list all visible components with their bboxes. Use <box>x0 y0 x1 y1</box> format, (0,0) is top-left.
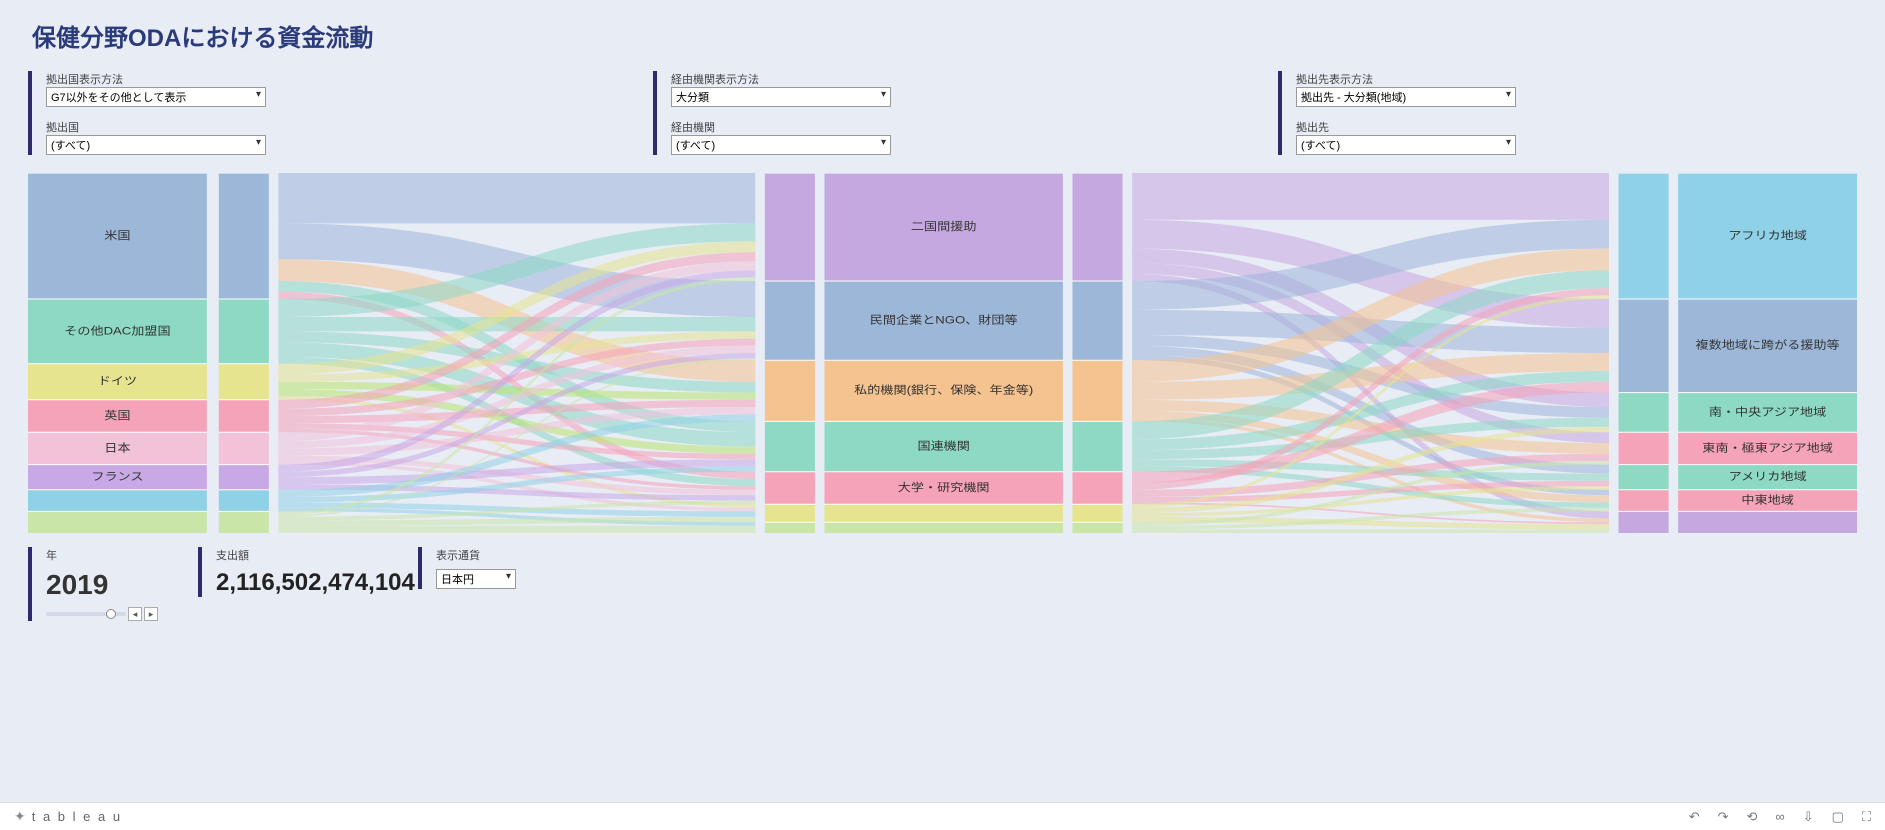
amount-block: 支出額 2,116,502,474,104 <box>198 547 418 597</box>
currency-label: 表示通貨 <box>436 547 618 563</box>
channel-select[interactable]: (すべて) <box>671 135 891 155</box>
channel-display-label: 経由機関表示方法 <box>671 71 1278 87</box>
reset-icon[interactable]: ⟲ <box>1747 809 1758 825</box>
footer-icons: ↶ ↷ ⟲ ∞ ⇩ ▢ ⛶ <box>1689 809 1871 825</box>
filter-group-source: 拠出国表示方法 G7以外をその他として表示 拠出国 (すべて) <box>28 71 653 155</box>
fullscreen-icon[interactable]: ⛶ <box>1862 809 1871 825</box>
svg-text:英国: 英国 <box>104 409 130 422</box>
tableau-logo-text: t a b l e a u <box>32 809 122 824</box>
svg-text:米国: 米国 <box>104 229 130 242</box>
source-country-label: 拠出国 <box>46 119 653 135</box>
currency-block: 表示通貨 日本円 <box>418 547 618 589</box>
amount-label: 支出額 <box>216 547 418 563</box>
tableau-logo-icon: ✦ <box>14 808 28 825</box>
svg-text:フランス: フランス <box>91 470 143 483</box>
sankey-chart[interactable]: 米国その他DAC加盟国ドイツ英国日本フランス 二国間援助民間企業とNGO、財団等私… <box>28 173 1857 533</box>
channel-display-select[interactable]: 大分類 <box>671 87 891 107</box>
svg-text:その他DAC加盟国: その他DAC加盟国 <box>64 324 170 337</box>
share-icon[interactable]: ∞ <box>1775 809 1784 825</box>
slider-prev-button[interactable]: ◂ <box>128 607 142 621</box>
channel-label: 経由機関 <box>671 119 1278 135</box>
redo-icon[interactable]: ↷ <box>1718 809 1729 825</box>
comment-icon[interactable]: ▢ <box>1832 809 1844 825</box>
bottom-row: 年 2019 ◂ ▸ 支出額 2,116,502,474,104 表示通貨 日本… <box>0 533 1885 621</box>
filters-row: 拠出国表示方法 G7以外をその他として表示 拠出国 (すべて) 経由機関表示方法… <box>0 53 1885 167</box>
year-value: 2019 <box>46 569 198 601</box>
dest-display-label: 拠出先表示方法 <box>1296 71 1838 87</box>
year-slider[interactable]: ◂ ▸ <box>46 607 198 621</box>
filter-group-dest: 拠出先表示方法 拠出先 - 大分類(地域) 拠出先 (すべて) <box>1278 71 1838 155</box>
undo-icon[interactable]: ↶ <box>1689 809 1700 825</box>
svg-text:アメリカ地域: アメリカ地域 <box>1729 470 1807 483</box>
svg-text:複数地域に跨がる援助等: 複数地域に跨がる援助等 <box>1695 338 1839 352</box>
year-label: 年 <box>46 547 198 563</box>
slider-thumb[interactable] <box>106 609 116 619</box>
source-country-select[interactable]: (すべて) <box>46 135 266 155</box>
svg-text:南・中央アジア地域: 南・中央アジア地域 <box>1709 404 1826 418</box>
year-block: 年 2019 ◂ ▸ <box>28 547 198 621</box>
currency-select[interactable]: 日本円 <box>436 569 516 589</box>
svg-text:東南・極東アジア地域: 東南・極東アジア地域 <box>1702 440 1833 454</box>
filter-group-channel: 経由機関表示方法 大分類 経由機関 (すべて) <box>653 71 1278 155</box>
dest-select[interactable]: (すべて) <box>1296 135 1516 155</box>
page-title: 保健分野ODAにおける資金流動 <box>0 0 1885 53</box>
svg-text:大学・研究機関: 大学・研究機関 <box>898 480 990 494</box>
svg-text:私的機関(銀行、保険、年金等): 私的機関(銀行、保険、年金等) <box>854 383 1033 397</box>
svg-text:ドイツ: ドイツ <box>98 375 137 388</box>
source-display-label: 拠出国表示方法 <box>46 71 653 87</box>
dest-label: 拠出先 <box>1296 119 1838 135</box>
svg-text:国連機関: 国連機関 <box>917 439 969 453</box>
amount-value: 2,116,502,474,104 <box>216 569 418 597</box>
source-display-select[interactable]: G7以外をその他として表示 <box>46 87 266 107</box>
download-icon[interactable]: ⇩ <box>1803 809 1814 825</box>
tableau-logo[interactable]: ✦ t a b l e a u <box>14 808 122 825</box>
svg-text:日本: 日本 <box>104 441 130 454</box>
footer-bar: ✦ t a b l e a u ↶ ↷ ⟲ ∞ ⇩ ▢ ⛶ <box>0 802 1885 830</box>
svg-text:中東地域: 中東地域 <box>1741 493 1793 507</box>
dest-display-select[interactable]: 拠出先 - 大分類(地域) <box>1296 87 1516 107</box>
svg-text:二国間援助: 二国間援助 <box>911 220 977 233</box>
slider-track[interactable] <box>46 612 126 616</box>
slider-next-button[interactable]: ▸ <box>144 607 158 621</box>
svg-text:アフリカ地域: アフリカ地域 <box>1728 229 1807 242</box>
svg-text:民間企業とNGO、財団等: 民間企業とNGO、財団等 <box>870 313 1018 327</box>
